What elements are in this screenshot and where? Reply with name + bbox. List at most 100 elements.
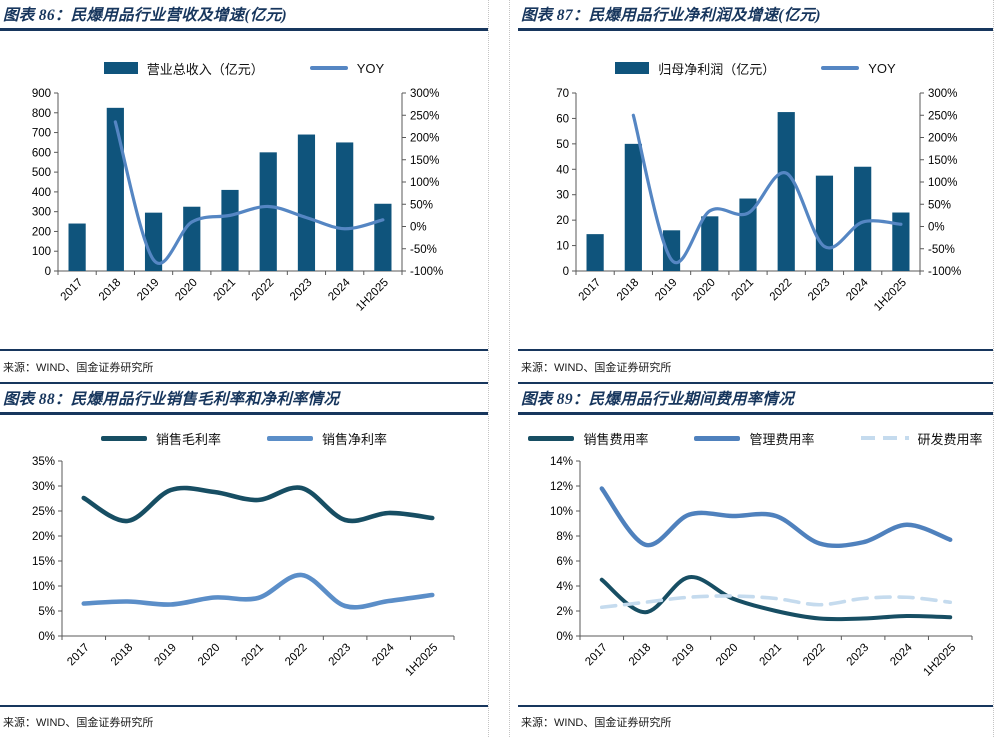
svg-text:300%: 300%: [410, 88, 439, 100]
x-axis-labels: 2017 2018 2019 2020 2021 2022 2023 2024 1H2025: [59, 276, 391, 313]
figure-88-chart-zone: 销售毛利率 销售净利率 0% 5% 10% 15% 20% 25% 30% 35% 2017 201…: [0, 415, 488, 705]
svg-text:2020: 2020: [196, 642, 223, 669]
svg-text:50: 50: [556, 139, 569, 151]
legend-line-swatch-icon: [821, 66, 860, 70]
figure-86-chart-zone: 营业总收入（亿元） YOY 0 100 200 300 400 500 600 700 800 90…: [0, 31, 488, 349]
svg-text:14%: 14%: [550, 456, 573, 468]
legend-item: 研发费用率: [860, 429, 983, 448]
legend-label: 销售费用率: [583, 431, 649, 447]
svg-text:0%: 0%: [410, 222, 427, 234]
line-series: [113, 120, 385, 265]
legend-dashed-line-swatch-icon: [860, 436, 909, 440]
svg-text:0%: 0%: [928, 222, 945, 234]
legend-label: 研发费用率: [917, 431, 983, 447]
svg-text:200%: 200%: [928, 133, 957, 145]
svg-text:30: 30: [556, 190, 569, 202]
left-column: 图表 86：民爆用品行业营收及增速(亿元) 营业总收入（亿元） YOY 0 100 2…: [0, 0, 489, 737]
svg-text:-50%: -50%: [928, 244, 955, 256]
svg-text:2019: 2019: [653, 277, 680, 304]
svg-text:2023: 2023: [327, 642, 354, 669]
svg-text:2018: 2018: [109, 642, 136, 669]
svg-text:1H2025: 1H2025: [354, 277, 391, 314]
legend-line-swatch-icon: [267, 435, 313, 441]
legend-item: YOY: [309, 60, 385, 76]
svg-text:100%: 100%: [928, 177, 957, 189]
figure-87-chart-zone: 归母净利润（亿元） YOY 0 10 20 30 40 50 60 70 -100% -50% 0% 5…: [518, 31, 993, 349]
svg-text:10%: 10%: [550, 506, 573, 518]
svg-text:25%: 25%: [32, 506, 55, 518]
svg-text:2019: 2019: [670, 642, 697, 669]
svg-text:2020: 2020: [691, 277, 718, 304]
svg-text:2019: 2019: [152, 642, 179, 669]
svg-text:400: 400: [32, 187, 51, 199]
svg-text:2019: 2019: [135, 277, 162, 304]
svg-text:35%: 35%: [32, 456, 55, 468]
figure-87-legend: 归母净利润（亿元） YOY: [518, 59, 993, 77]
svg-text:70: 70: [556, 88, 569, 100]
legend-label: 销售净利率: [322, 431, 388, 447]
svg-text:50%: 50%: [928, 199, 951, 211]
legend-item: 销售净利率: [267, 429, 387, 448]
svg-text:15%: 15%: [32, 556, 55, 568]
svg-text:2022: 2022: [768, 277, 795, 304]
expense-ratio-chart: 0%2%4%6%8%10%12%14%2017 2018 2019 2020 2021 2…: [550, 456, 973, 679]
svg-text:2021: 2021: [730, 277, 757, 304]
svg-text:2017: 2017: [59, 277, 86, 304]
svg-text:2020: 2020: [173, 277, 200, 304]
line-series: [81, 485, 435, 524]
svg-text:700: 700: [32, 128, 51, 140]
legend-line-swatch-icon: [694, 435, 741, 441]
svg-text:2023: 2023: [806, 277, 833, 304]
line-series: [599, 486, 953, 549]
svg-text:0: 0: [45, 266, 51, 278]
svg-text:1H2025: 1H2025: [921, 642, 958, 679]
legend-item: 销售费用率: [528, 429, 648, 448]
svg-text:2024: 2024: [844, 276, 871, 303]
legend-bar-swatch-icon: [103, 62, 138, 74]
svg-text:2024: 2024: [326, 276, 353, 303]
bar-series: [586, 112, 910, 271]
svg-text:20%: 20%: [32, 531, 55, 543]
axes: 0 10 20 30 40 50 60 70 -100% -50% 0% 50% 100% 150% 200…: [556, 88, 961, 278]
svg-text:100: 100: [32, 246, 51, 258]
svg-text:150%: 150%: [928, 155, 957, 167]
legend-line-swatch-icon: [528, 435, 575, 441]
figure-87-source: 来源：WIND、国金证券研究所: [518, 349, 993, 384]
svg-text:2%: 2%: [556, 606, 573, 618]
legend-item: 销售毛利率: [100, 429, 221, 448]
figure-88-title: 图表 88：民爆用品行业销售毛利率和净利率情况: [0, 384, 488, 415]
legend-label: YOY: [356, 60, 385, 76]
svg-text:900: 900: [32, 88, 51, 100]
svg-text:2022: 2022: [283, 642, 310, 669]
line-series: [599, 575, 953, 622]
figure-88-legend: 销售毛利率 销售净利率: [0, 429, 488, 447]
svg-text:600: 600: [32, 147, 51, 159]
x-axis-labels: 2017 2018 2019 2020 2021 2022 2023 2024 1H2025: [65, 641, 440, 678]
svg-text:-100%: -100%: [410, 266, 443, 278]
figure-86: 图表 86：民爆用品行业营收及增速(亿元) 营业总收入（亿元） YOY 0 100 2…: [0, 0, 488, 384]
svg-text:2020: 2020: [714, 642, 741, 669]
svg-text:2021: 2021: [212, 277, 239, 304]
legend-bar-swatch-icon: [615, 62, 650, 74]
svg-text:2017: 2017: [583, 642, 610, 669]
svg-text:2017: 2017: [577, 277, 604, 304]
svg-text:250%: 250%: [928, 110, 957, 122]
svg-text:0%: 0%: [556, 631, 573, 643]
svg-text:2018: 2018: [615, 277, 642, 304]
figure-89-chart-zone: 销售费用率 管理费用率 研发费用率 0% 2% 4% 6% 8% 10% 12% 14% 2017 2…: [518, 415, 993, 705]
svg-text:2021: 2021: [240, 642, 267, 669]
svg-text:250%: 250%: [410, 110, 439, 122]
legend-item: 营业总收入（亿元）: [103, 59, 264, 78]
svg-text:300%: 300%: [928, 88, 957, 100]
svg-text:200: 200: [32, 226, 51, 238]
figure-89: 图表 89：民爆用品行业期间费用率情况 销售费用率 管理费用率 研发费用率 0% 2%…: [518, 384, 993, 737]
figure-86-legend: 营业总收入（亿元） YOY: [0, 59, 488, 77]
svg-text:10: 10: [556, 241, 569, 253]
svg-text:2023: 2023: [288, 277, 315, 304]
legend-label: 营业总收入（亿元）: [146, 61, 264, 77]
revenue-growth-chart: 0 100 200 300 400 500 600 700 800 900 -100% -50% 0% 5…: [32, 88, 443, 314]
svg-text:1H2025: 1H2025: [872, 277, 909, 314]
figure-89-title: 图表 89：民爆用品行业期间费用率情况: [518, 384, 993, 415]
